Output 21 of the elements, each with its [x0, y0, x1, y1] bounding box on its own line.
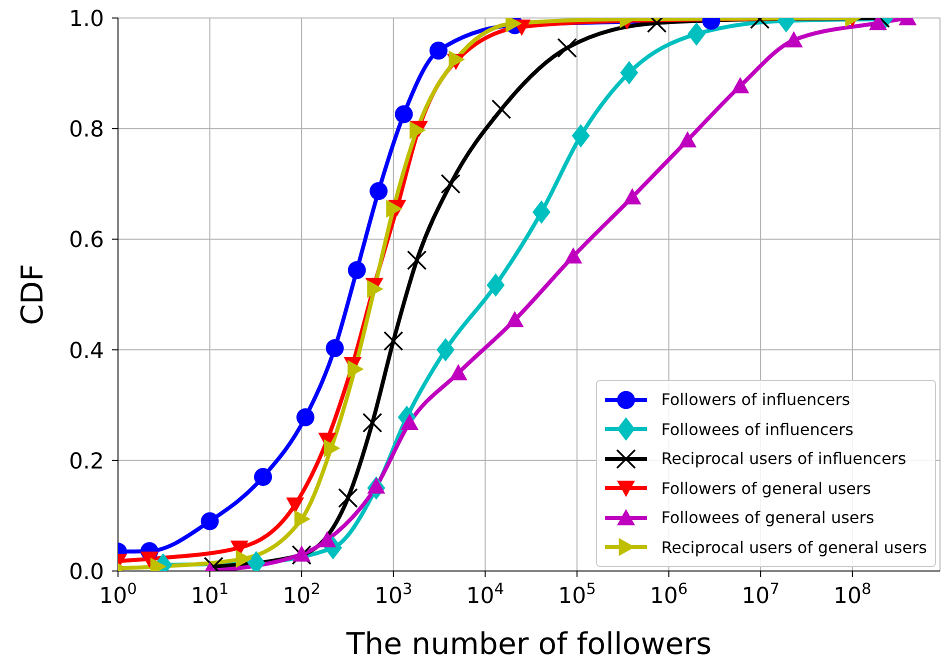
y-tick-label: 0.8: [69, 118, 104, 143]
x-tick-label: 10$^{2}$: [282, 580, 320, 609]
x-tick-label: 10$^{1}$: [190, 580, 229, 609]
x-tick-label: 10$^{7}$: [742, 580, 780, 609]
legend-label: Followees of influencers: [661, 420, 854, 439]
y-tick-label: 0.6: [69, 228, 104, 254]
legend-label: Reciprocal users of general users: [661, 538, 927, 557]
legend-label: Reciprocal users of influencers: [661, 449, 906, 468]
y-tick-label: 0.2: [69, 449, 104, 474]
x-tick-label: 10$^{3}$: [374, 580, 412, 609]
y-axis-title: CDF: [16, 264, 51, 326]
x-tick-label: 10$^{8}$: [834, 580, 872, 609]
x-axis-title: The number of followers: [345, 627, 712, 662]
x-tick-label: 10$^{4}$: [466, 580, 504, 609]
y-tick-label: 0.4: [69, 338, 104, 364]
x-tick-label: 10$^{6}$: [650, 580, 688, 609]
legend-label: Followers of general users: [661, 478, 871, 498]
x-tick-label: 10$^{5}$: [558, 580, 596, 609]
legend-label: Followees of general users: [661, 508, 874, 528]
y-tick-label: 1.0: [69, 7, 104, 32]
legend-label: Followers of influencers: [661, 390, 850, 410]
